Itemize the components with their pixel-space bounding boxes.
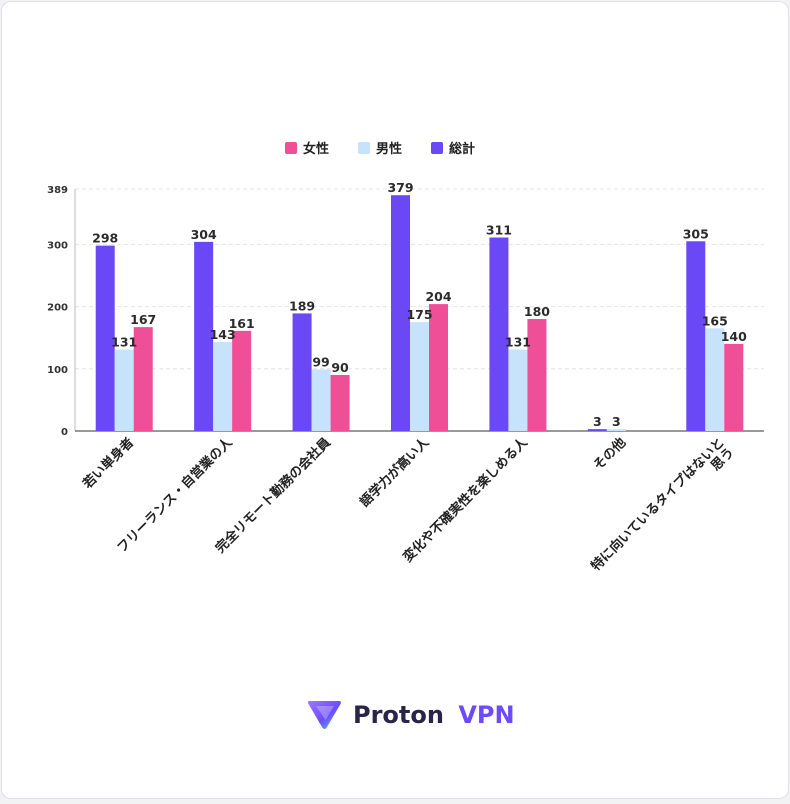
legend: 女性 男性 総計 xyxy=(285,141,475,157)
data-label: 143 xyxy=(210,327,236,342)
data-label: 140 xyxy=(721,329,747,344)
proton-vpn-logo-icon xyxy=(307,701,341,729)
category-label: 若い単身者 xyxy=(79,435,137,493)
brand-name-vpn: VPN xyxy=(458,701,514,729)
data-label: 3 xyxy=(593,414,602,429)
brand-logo: Proton VPN xyxy=(307,701,515,729)
bar xyxy=(213,342,233,431)
data-label: 311 xyxy=(486,223,512,238)
y-tick-label: 0 xyxy=(61,427,68,438)
bar xyxy=(133,327,153,431)
category-label: 語学力が高い人 xyxy=(357,434,433,510)
brand-name-proton: Proton xyxy=(353,701,444,729)
bar xyxy=(527,319,547,431)
category-label: 完全リモート勤務の会社員 xyxy=(212,435,334,557)
data-label: 298 xyxy=(92,231,118,246)
data-label: 379 xyxy=(387,180,413,195)
bar xyxy=(489,237,509,431)
legend-label: 女性 xyxy=(303,141,329,157)
data-label: 131 xyxy=(111,335,137,350)
data-label: 189 xyxy=(289,298,315,313)
y-tick-label: 389 xyxy=(47,185,68,196)
legend-swatch xyxy=(431,142,443,154)
data-label: 180 xyxy=(524,304,550,319)
data-label: 161 xyxy=(229,316,255,331)
legend-swatch xyxy=(358,142,370,154)
bars xyxy=(95,195,744,431)
bar xyxy=(311,369,331,431)
bar xyxy=(587,429,607,431)
category-label: フリーランス・自営業の人 xyxy=(114,434,236,556)
bar xyxy=(194,241,214,431)
data-label: 305 xyxy=(683,226,709,241)
data-label: 90 xyxy=(331,360,349,375)
data-label: 304 xyxy=(191,227,217,242)
data-label: 175 xyxy=(406,307,432,322)
bar xyxy=(705,328,725,431)
category-label: その他 xyxy=(590,435,629,474)
y-tick-label: 300 xyxy=(47,240,68,251)
data-label: 204 xyxy=(425,289,451,304)
bar xyxy=(410,322,429,431)
data-label: 165 xyxy=(702,313,728,328)
data-label: 3 xyxy=(612,414,621,429)
data-label: 99 xyxy=(312,354,329,369)
y-tick-label: 100 xyxy=(47,365,68,376)
bar xyxy=(508,349,528,431)
data-label: 131 xyxy=(505,335,531,350)
bar xyxy=(686,241,706,431)
bar xyxy=(95,245,115,431)
legend-label: 総計 xyxy=(449,141,475,157)
bar xyxy=(114,349,134,431)
bar xyxy=(724,343,744,431)
bar xyxy=(606,429,626,431)
bar xyxy=(232,330,252,431)
brand-name: Proton VPN xyxy=(353,701,515,729)
data-label: 167 xyxy=(130,312,156,327)
bar xyxy=(292,313,312,431)
bar xyxy=(330,375,350,431)
y-tick-label: 200 xyxy=(47,303,68,314)
legend-swatch xyxy=(285,142,297,154)
legend-label: 男性 xyxy=(376,141,402,157)
bar xyxy=(429,304,448,431)
bar xyxy=(391,195,410,431)
